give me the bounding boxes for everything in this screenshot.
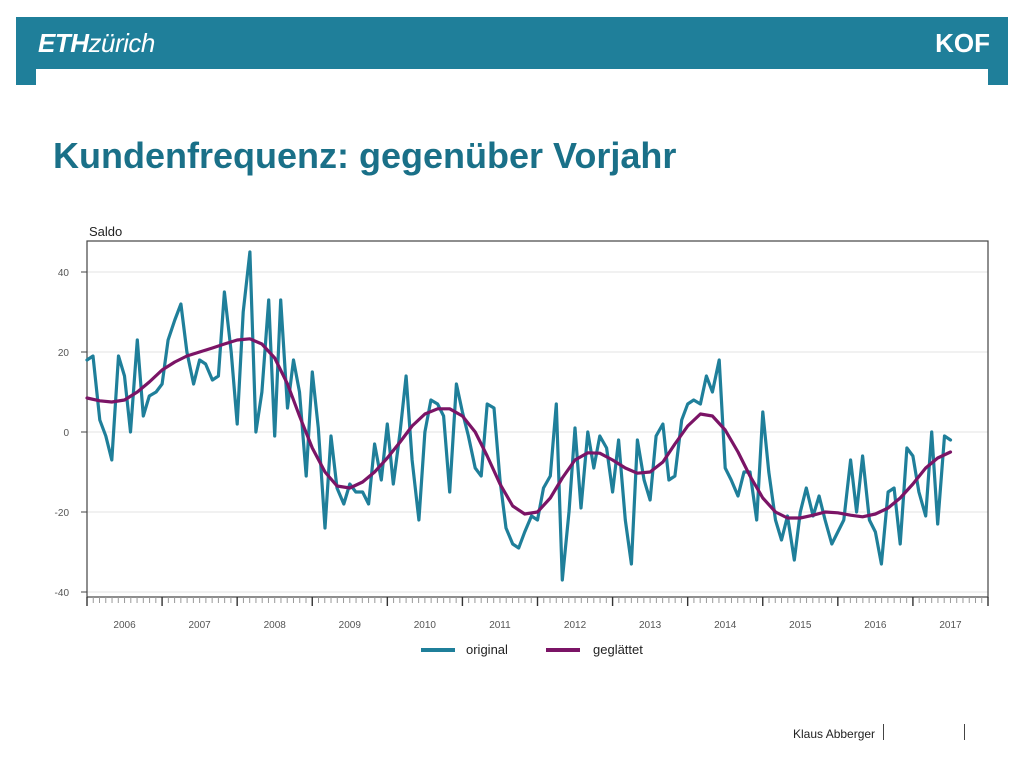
header-bar (16, 17, 1008, 69)
plot-frame (86, 240, 989, 598)
series-line-original (85, 250, 953, 582)
y-axis: 40 20 0 -20 -40 (55, 268, 87, 599)
x-tick-label: 2014 (714, 620, 737, 631)
y-tick-label: 0 (63, 428, 69, 439)
kof-logo: KOF (935, 28, 990, 58)
footer-separator (964, 724, 965, 740)
x-tick-label: 2012 (564, 620, 587, 631)
series-lines (85, 250, 953, 582)
legend-label-smoothed: geglättet (593, 642, 643, 657)
x-tick-label: 2011 (489, 620, 511, 631)
y-tick-label: -20 (55, 508, 70, 519)
x-tick-label: 2017 (939, 620, 962, 631)
series-line-smoothed (85, 337, 953, 520)
y-tick-label: 20 (58, 348, 70, 359)
eth-logo: ETHzürich (38, 28, 155, 58)
y-tick-label: -40 (55, 588, 70, 599)
x-tick-label: 2007 (189, 620, 212, 631)
x-tick-label: 2006 (113, 620, 136, 631)
x-tick-label: 2010 (414, 620, 437, 631)
footer-author: Klaus Abberger (793, 727, 876, 741)
header-tab-left (16, 69, 36, 85)
slide-title: Kundenfrequenz: gegenüber Vorjahr (53, 135, 677, 176)
footer-separator (883, 724, 884, 740)
x-tick-label: 2016 (864, 620, 887, 631)
header-tab-right (988, 69, 1008, 85)
legend: original geglättet (421, 642, 643, 657)
x-tick-label: 2008 (264, 620, 287, 631)
x-axis: 2006 2007 2008 2009 2010 2011 2012 2013 2014 2015… (86, 597, 989, 631)
logo-light-text: zürich (88, 28, 156, 58)
y-tick-label: 40 (58, 268, 70, 279)
x-tick-label: 2009 (339, 620, 362, 631)
y-axis-label: Saldo (89, 224, 122, 239)
logo-bold-text: ETH (38, 28, 89, 58)
legend-label-original: original (466, 642, 508, 657)
x-tick-label: 2015 (789, 620, 812, 631)
x-tick-label: 2013 (639, 620, 662, 631)
